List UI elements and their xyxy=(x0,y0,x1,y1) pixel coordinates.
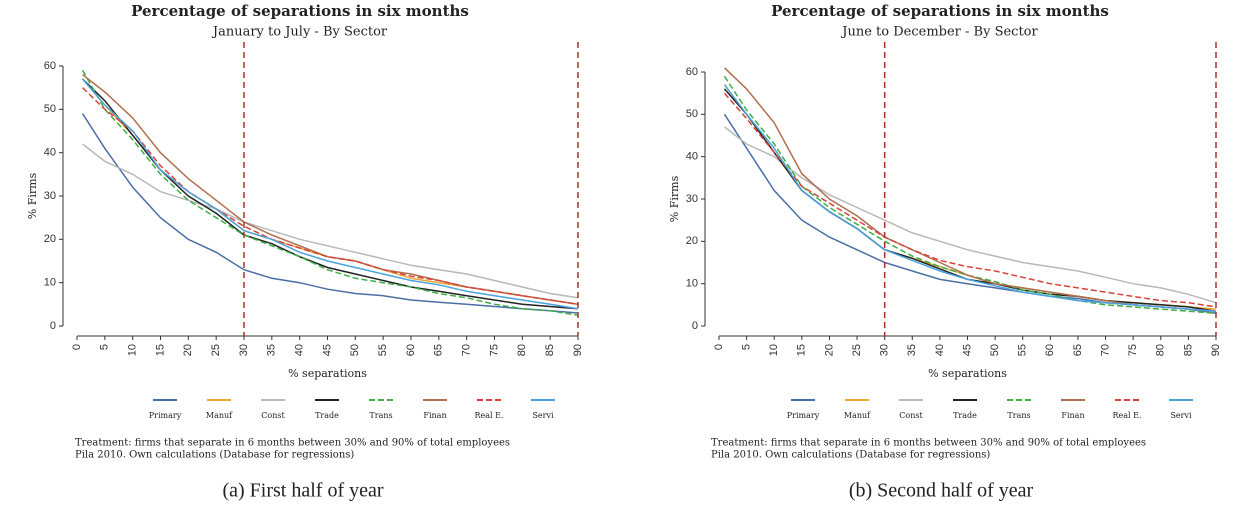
chart-subtitle: January to July - By Sector xyxy=(211,25,388,40)
x-tick-label: 50 xyxy=(349,344,361,356)
x-tick-label: 30 xyxy=(238,344,250,356)
note: Treatment: firms that separate in 6 mont… xyxy=(75,438,510,449)
legend-label: Finan xyxy=(423,411,446,420)
x-tick-label: 25 xyxy=(851,344,863,356)
chart-title: Percentage of separations in six months xyxy=(131,2,469,20)
series-line xyxy=(723,75,1217,315)
x-tick-label: 20 xyxy=(182,344,194,356)
x-tick-label: 35 xyxy=(266,344,278,356)
legend-label: Finan xyxy=(1061,411,1084,420)
x-tick-label: 55 xyxy=(1017,344,1029,356)
x-tick-label: 50 xyxy=(989,344,1001,356)
x-tick-label: 70 xyxy=(1099,344,1111,356)
x-tick-label: 60 xyxy=(405,344,417,356)
series-line xyxy=(82,143,579,299)
x-tick-label: 80 xyxy=(516,344,528,356)
chart-title: Percentage of separations in six months xyxy=(771,2,1109,20)
x-tick-label: 25 xyxy=(210,344,222,356)
note: Pila 2010. Own calculations (Database fo… xyxy=(75,450,354,461)
series-line xyxy=(723,113,1217,315)
x-tick-label: 40 xyxy=(294,344,306,356)
x-tick-label: 80 xyxy=(1155,344,1167,356)
x-tick-label: 20 xyxy=(823,344,835,356)
legend-label: Trans xyxy=(369,411,392,420)
legend-label: Primary xyxy=(787,411,820,420)
y-tick-label: 30 xyxy=(686,193,698,205)
x-axis-label: % separations xyxy=(928,367,1007,380)
x-tick-label: 90 xyxy=(1210,344,1222,356)
y-tick-label: 30 xyxy=(44,190,56,202)
x-tick-label: 10 xyxy=(768,344,780,356)
x-tick-label: 15 xyxy=(154,344,166,356)
legend-label: Primary xyxy=(149,411,182,420)
legend-label: Trans xyxy=(1007,411,1030,420)
note: Treatment: firms that separate in 6 mont… xyxy=(711,438,1146,449)
x-tick-label: 15 xyxy=(796,344,808,356)
legend-label: Const xyxy=(899,411,923,420)
x-tick-label: 30 xyxy=(879,344,891,356)
x-tick-label: 0 xyxy=(71,344,83,350)
y-tick-label: 20 xyxy=(686,235,698,247)
y-tick-label: 50 xyxy=(44,103,56,115)
x-tick-label: 70 xyxy=(461,344,473,356)
caption: (a) First half of year xyxy=(222,480,383,502)
x-tick-label: 40 xyxy=(934,344,946,356)
series-line xyxy=(82,78,579,310)
x-tick-label: 65 xyxy=(433,344,445,356)
y-axis-label: % Firms xyxy=(26,172,39,219)
series-line xyxy=(81,113,579,314)
x-tick-label: 90 xyxy=(572,344,584,356)
legend-label: Real E. xyxy=(474,411,503,420)
caption: (b) Second half of year xyxy=(849,480,1034,502)
x-tick-label: 10 xyxy=(127,344,139,356)
x-tick-label: 5 xyxy=(99,344,111,350)
y-tick-label: 10 xyxy=(686,278,698,290)
legend-label: Servi xyxy=(1170,411,1192,420)
legend-label: Manuf xyxy=(844,411,871,420)
x-axis-label: % separations xyxy=(288,367,367,380)
y-tick-label: 60 xyxy=(686,66,698,78)
note: Pila 2010. Own calculations (Database fo… xyxy=(711,450,990,461)
legend-label: Trade xyxy=(315,411,339,420)
y-tick-label: 50 xyxy=(686,108,698,120)
x-tick-label: 35 xyxy=(906,344,918,356)
y-tick-label: 20 xyxy=(44,233,56,245)
chart-subtitle: June to December - By Sector xyxy=(840,25,1038,40)
series-line xyxy=(723,92,1217,308)
y-tick-label: 0 xyxy=(692,320,698,332)
series-line xyxy=(723,84,1217,312)
x-tick-label: 75 xyxy=(488,344,500,356)
y-tick-label: 60 xyxy=(44,60,56,72)
y-tick-label: 10 xyxy=(44,277,56,289)
x-tick-label: 45 xyxy=(961,344,973,356)
series-line xyxy=(723,88,1217,312)
x-tick-label: 5 xyxy=(741,344,753,350)
series-line xyxy=(81,69,579,316)
y-axis-label: % Firms xyxy=(668,175,681,222)
x-tick-label: 85 xyxy=(544,344,556,356)
x-tick-label: 75 xyxy=(1127,344,1139,356)
series-line xyxy=(82,87,579,306)
legend-label: Const xyxy=(261,411,285,420)
series-line xyxy=(82,74,579,306)
legend-label: Trade xyxy=(953,411,977,420)
y-tick-label: 40 xyxy=(44,147,56,159)
x-tick-label: 85 xyxy=(1182,344,1194,356)
series-line xyxy=(724,126,1217,304)
y-tick-label: 0 xyxy=(50,320,56,332)
x-tick-label: 65 xyxy=(1072,344,1084,356)
legend-label: Servi xyxy=(532,411,554,420)
series-line xyxy=(723,67,1217,312)
x-tick-label: 60 xyxy=(1044,344,1056,356)
y-tick-label: 40 xyxy=(686,151,698,163)
x-tick-label: 55 xyxy=(377,344,389,356)
legend-label: Manuf xyxy=(206,411,233,420)
series-line xyxy=(82,78,579,310)
legend-label: Real E. xyxy=(1112,411,1141,420)
x-tick-label: 45 xyxy=(321,344,333,356)
x-tick-label: 0 xyxy=(713,344,725,350)
